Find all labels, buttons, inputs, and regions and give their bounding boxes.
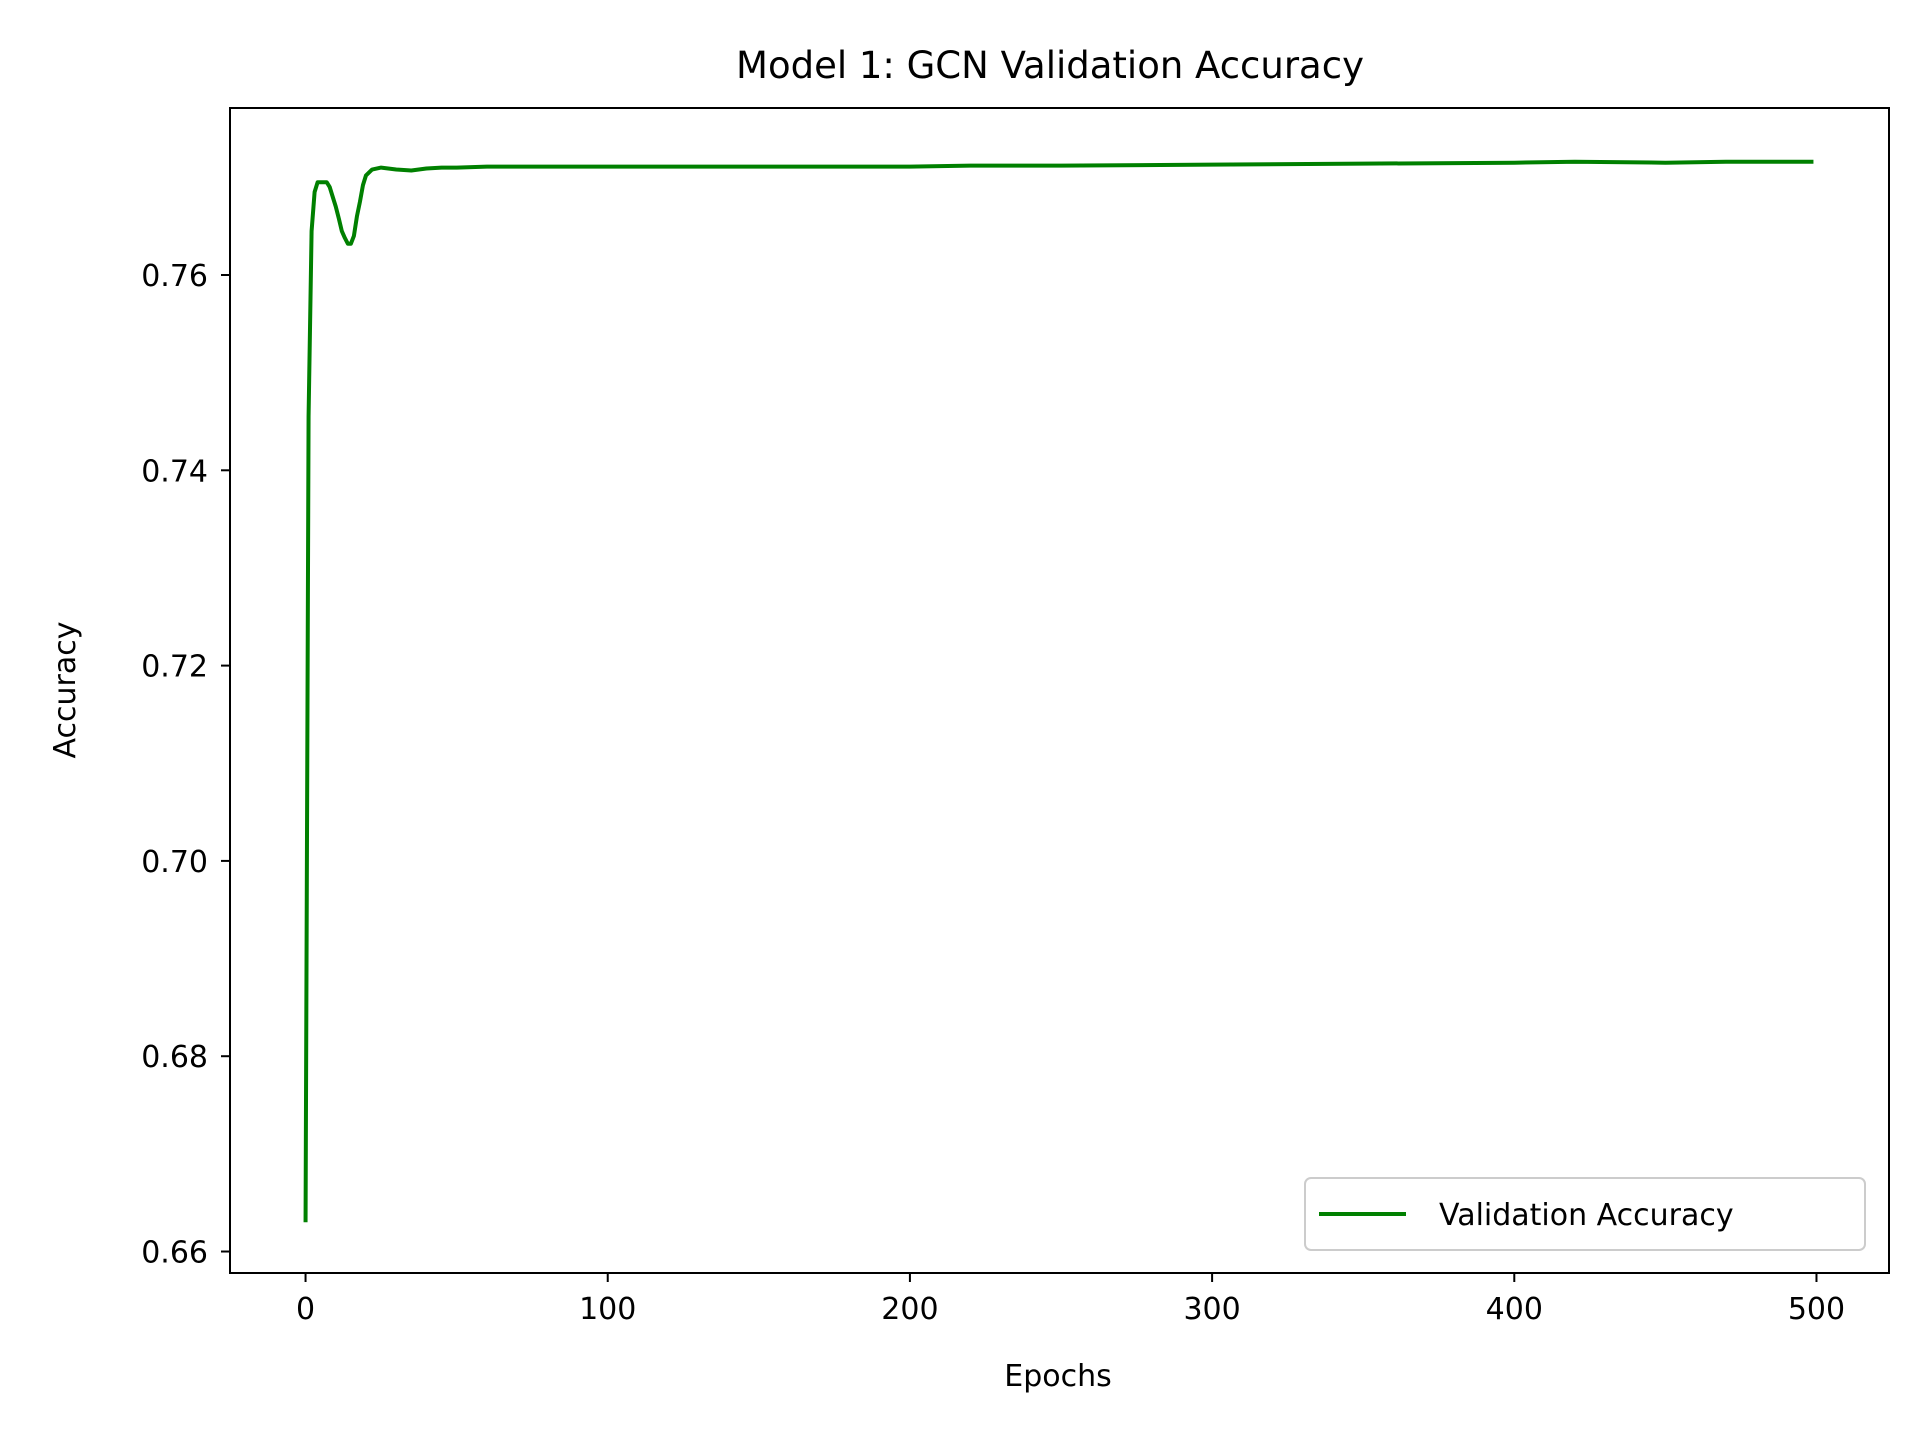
plot-frame bbox=[229, 107, 1890, 1274]
y-axis: 0.66 0.68 0.70 0.72 0.74 0.76 bbox=[141, 259, 230, 1271]
y-tick-label: 0.76 bbox=[141, 259, 208, 294]
x-tick-label: 300 bbox=[1183, 1292, 1240, 1327]
y-tick-label: 0.72 bbox=[141, 650, 208, 685]
x-tick-label: 400 bbox=[1486, 1292, 1543, 1327]
x-axis-label: Epochs bbox=[1004, 1359, 1112, 1394]
legend-label: Validation Accuracy bbox=[1439, 1198, 1734, 1233]
x-tick-label: 100 bbox=[579, 1292, 636, 1327]
chart-title: Model 1: GCN Validation Accuracy bbox=[736, 44, 1364, 87]
x-tick-label: 500 bbox=[1788, 1292, 1845, 1327]
y-tick-label: 0.68 bbox=[141, 1040, 208, 1075]
y-axis-label: Accuracy bbox=[48, 622, 83, 759]
legend-box bbox=[1304, 1177, 1866, 1251]
y-tick-label: 0.66 bbox=[141, 1236, 208, 1271]
y-tick-label: 0.74 bbox=[141, 454, 208, 489]
line-layer bbox=[303, 159, 1814, 1223]
y-tick-label: 0.70 bbox=[141, 845, 208, 880]
x-tick-label: 0 bbox=[296, 1292, 315, 1327]
series-line-validation-accuracy bbox=[303, 159, 1814, 1223]
plot-area bbox=[230, 108, 1889, 1273]
x-tick-label: 200 bbox=[881, 1292, 938, 1327]
x-axis: 0 100 200 300 400 500 bbox=[296, 1273, 1845, 1327]
legend: Validation Accuracy bbox=[1304, 1177, 1866, 1251]
